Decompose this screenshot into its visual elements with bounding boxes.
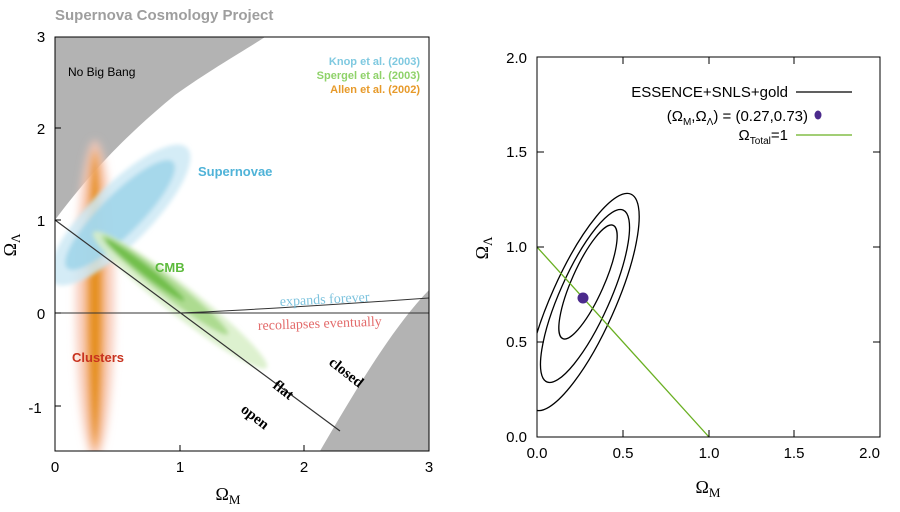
left-y-tick: 1 — [37, 213, 45, 230]
right-chart: 0.0 0.5 1.0 1.5 2.0 0.0 0.5 1.0 1.5 2.0 … — [472, 50, 881, 500]
legend-essence: ESSENCE+SNLS+gold — [631, 84, 788, 101]
left-x-tick: 3 — [425, 459, 433, 476]
left-x-tick: 2 — [300, 459, 308, 476]
contour-99 — [537, 192, 640, 412]
right-x-tick: 0.0 — [527, 445, 548, 462]
right-legend: ESSENCE+SNLS+gold (ΩM,ΩΛ) = (0.27,0.73) … — [631, 84, 852, 147]
right-x-axis-label: ΩM — [696, 477, 721, 500]
left-plot-content — [55, 37, 429, 451]
flat-universe-line — [55, 219, 341, 432]
bottom-right-region — [320, 290, 429, 451]
right-x-tick: 0.5 — [613, 445, 634, 462]
right-x-ticks: 0.0 0.5 1.0 1.5 2.0 — [527, 445, 880, 462]
cmb-label: CMB — [155, 260, 185, 275]
no-big-bang-label: No Big Bang — [68, 65, 135, 79]
right-y-tick: 2.0 — [506, 50, 527, 67]
right-x-tick: 1.0 — [699, 445, 720, 462]
right-plot-content — [537, 192, 710, 437]
recollapses-label: recollapses eventually — [258, 315, 382, 334]
supernovae-contours — [55, 144, 191, 286]
right-x-tick: 1.5 — [784, 445, 805, 462]
left-y-tick: 2 — [37, 121, 45, 138]
legend-knop: Knop et al. (2003) — [329, 56, 420, 68]
right-tick-marks — [537, 57, 880, 437]
left-x-axis-label: ΩM — [216, 484, 241, 507]
no-big-bang-region — [55, 37, 265, 220]
left-chart-title: Supernova Cosmology Project — [55, 7, 273, 24]
right-y-tick: 1.0 — [506, 239, 527, 256]
left-tick-marks — [54, 127, 305, 451]
clusters-label: Clusters — [72, 350, 124, 365]
left-axes-frame — [54, 36, 430, 452]
right-y-tick: 0.0 — [506, 429, 527, 446]
left-x-tick: 1 — [176, 459, 184, 476]
contour-95 — [539, 208, 631, 384]
right-y-tick: 0.5 — [506, 334, 527, 351]
expansion-boundary-line — [179, 297, 429, 314]
omega-total-line — [537, 246, 710, 437]
left-y-tick: 3 — [37, 29, 45, 46]
left-y-tick: -1 — [28, 400, 41, 417]
right-y-axis-label: ΩΛ — [472, 236, 495, 259]
left-y-tick: 0 — [37, 306, 45, 323]
cmb-contours — [92, 231, 268, 369]
open-label: open — [238, 402, 273, 434]
left-x-tick: 0 — [51, 459, 59, 476]
right-y-tick: 1.5 — [506, 144, 527, 161]
legend-allen: Allen et al. (2002) — [330, 84, 420, 96]
legend-omega-total: ΩTotal=1 — [739, 127, 788, 147]
legend-spergel: Spergel et al. (2003) — [317, 70, 421, 82]
left-y-axis-label: ΩΛ — [0, 233, 23, 256]
left-y-ticks: -1 0 1 2 3 — [28, 29, 45, 417]
left-x-ticks: 0 1 2 3 — [51, 459, 433, 476]
right-x-tick: 2.0 — [859, 445, 880, 462]
best-fit-point — [577, 292, 589, 304]
supernovae-label: Supernovae — [198, 164, 272, 179]
legend-best-fit-marker — [814, 110, 822, 120]
legend-best-fit: (ΩM,ΩΛ) = (0.27,0.73) — [667, 108, 808, 128]
left-chart: Supernova Cosmology Project — [0, 7, 433, 507]
expands-forever-label: expands forever — [279, 290, 370, 310]
contour-68 — [558, 224, 618, 340]
right-y-ticks: 0.0 0.5 1.0 1.5 2.0 — [506, 50, 527, 446]
